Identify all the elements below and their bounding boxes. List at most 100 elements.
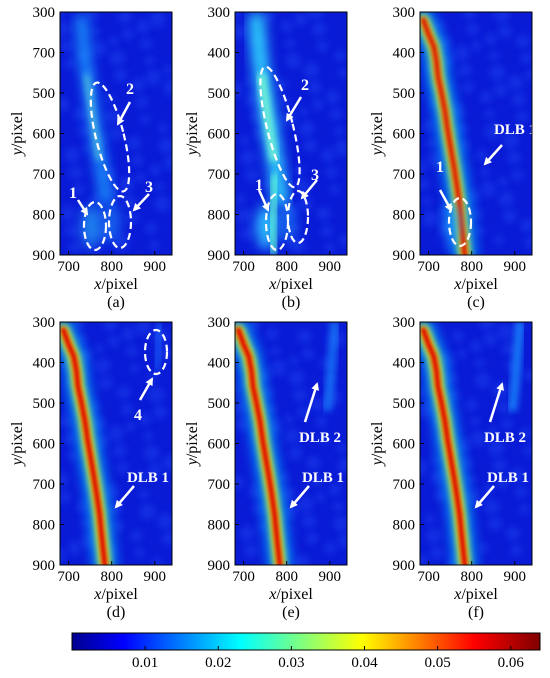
noise-speckle — [236, 208, 252, 224]
noise-speckle — [144, 431, 154, 441]
zone-1-label: 1 — [69, 185, 77, 202]
y-tick-label: 600 — [393, 437, 416, 453]
noise-speckle — [325, 166, 337, 178]
zone-2-label: 2 — [301, 77, 309, 94]
strain-zone-link — [272, 174, 276, 255]
noise-speckle — [470, 417, 480, 427]
x-tick-label: 900 — [504, 259, 527, 275]
strain-zone-1 — [443, 203, 461, 243]
x-axis-label: x/pixel — [268, 586, 313, 603]
x-axis-unit: /pixel — [276, 586, 313, 603]
noise-speckle — [494, 6, 510, 22]
colorbar-tick-label: 0.03 — [278, 655, 304, 671]
y-tick-label: 600 — [208, 437, 231, 453]
y-axis-unit: /pixel — [9, 111, 26, 148]
noise-speckle — [244, 543, 258, 557]
x-axis-var: x — [93, 276, 101, 293]
zone-2-label: 2 — [126, 81, 134, 98]
noise-speckle — [76, 501, 88, 513]
noise-speckle — [507, 75, 523, 91]
noise-speckle — [458, 63, 472, 77]
noise-speckle — [112, 444, 126, 458]
y-tick-label: 300 — [393, 5, 416, 21]
y-tick-label: 500 — [393, 86, 416, 102]
noise-speckle — [484, 499, 500, 515]
y-tick-label: 500 — [393, 396, 416, 412]
x-tick-label: 900 — [319, 259, 342, 275]
noise-speckle — [245, 78, 255, 88]
noise-speckle — [317, 207, 331, 221]
noise-speckle — [121, 404, 133, 416]
noise-speckle — [334, 126, 344, 136]
noise-speckle — [501, 418, 513, 430]
noise-speckle — [525, 70, 535, 80]
noise-speckle — [145, 222, 157, 234]
noise-speckle — [324, 542, 336, 554]
noise-speckle — [480, 167, 490, 177]
noise-speckle — [293, 388, 307, 402]
noise-speckle — [294, 12, 308, 26]
panel-e: DLB 2DLB 1300400500600700800900700 800 900… — [184, 315, 354, 621]
noise-speckle — [248, 318, 260, 330]
noise-speckle — [321, 225, 333, 237]
noise-speckle — [163, 65, 173, 75]
noise-speckle — [494, 83, 508, 97]
x-axis-label: x/pixel — [93, 586, 138, 603]
y-tick-label: 500 — [208, 396, 231, 412]
y-tick-label: 700 — [33, 477, 56, 493]
noise-speckle — [330, 108, 342, 120]
noise-speckle — [87, 8, 99, 20]
noise-speckle — [64, 147, 80, 163]
y-axis-label: y/pixel — [369, 111, 386, 157]
x-axis-label: x/pixel — [453, 586, 498, 603]
noise-speckle — [298, 496, 314, 512]
noise-speckle — [153, 405, 167, 419]
noise-speckle — [422, 120, 434, 132]
noise-speckle — [131, 154, 143, 166]
noise-speckle — [121, 327, 135, 341]
zone-3-label: 3 — [145, 179, 153, 196]
noise-speckle — [503, 209, 517, 223]
noise-speckle — [498, 177, 508, 187]
noise-speckle — [152, 558, 162, 568]
noise-speckle — [154, 196, 170, 212]
y-tick-label: 400 — [393, 46, 416, 62]
noise-speckle — [139, 504, 155, 520]
noise-speckle — [493, 235, 503, 245]
noise-speckle — [489, 65, 505, 81]
noise-speckle — [94, 344, 104, 354]
x-tick-label: 800 — [275, 259, 298, 275]
zone-1-label: 1 — [255, 177, 263, 194]
y-tick-label: 800 — [393, 518, 416, 534]
x-tick-label: 800 — [275, 569, 298, 585]
noise-speckle — [279, 473, 289, 483]
noise-speckle — [498, 191, 514, 207]
noise-speckle — [480, 181, 496, 197]
x-tick-label: 700 — [417, 569, 440, 585]
noise-speckle — [506, 526, 520, 540]
noise-speckle — [306, 456, 320, 470]
y-tick-label: 600 — [33, 437, 56, 453]
noise-speckle — [91, 26, 101, 36]
y-tick-label: 300 — [208, 315, 231, 331]
x-axis-var: x — [93, 586, 101, 603]
y-tick-label: 600 — [393, 127, 416, 143]
y-tick-label: 300 — [208, 5, 231, 21]
noise-speckle — [480, 91, 492, 103]
noise-speckle — [452, 331, 464, 343]
y-tick-label: 700 — [33, 46, 56, 62]
noise-speckle — [149, 240, 159, 250]
noise-speckle — [109, 36, 119, 46]
noise-speckle — [149, 11, 165, 27]
noise-speckle — [140, 38, 152, 50]
x-tick-label: 700 — [417, 259, 440, 275]
noise-speckle — [338, 534, 352, 548]
dlb1-label: DLB 1 — [494, 122, 536, 138]
noise-speckle — [240, 226, 254, 240]
panel-d: 4DLB 1300400500600700800900700 800 900x/pi… — [9, 315, 178, 621]
y-tick-label: 900 — [208, 248, 231, 264]
panel-caption: (f) — [468, 604, 484, 621]
noise-speckle — [266, 328, 278, 340]
noise-speckle — [520, 52, 532, 64]
noise-speckle — [240, 136, 250, 146]
